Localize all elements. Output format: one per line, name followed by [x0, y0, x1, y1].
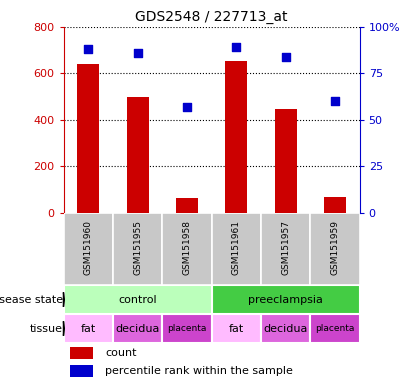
Bar	[162, 213, 212, 285]
Bar	[113, 314, 162, 343]
Point	[282, 53, 289, 60]
Text: placenta: placenta	[315, 324, 355, 333]
Text: disease state: disease state	[0, 295, 63, 305]
Text: fat: fat	[229, 323, 244, 334]
Text: preeclampsia: preeclampsia	[248, 295, 323, 305]
Bar	[176, 198, 198, 213]
Bar	[212, 314, 261, 343]
Bar	[310, 213, 360, 285]
Text: GSM151959: GSM151959	[330, 220, 339, 275]
Text: count: count	[105, 348, 136, 358]
Text: control: control	[118, 295, 157, 305]
Point	[134, 50, 141, 56]
Bar	[275, 109, 297, 213]
Point	[332, 98, 338, 104]
Title: GDS2548 / 227713_at: GDS2548 / 227713_at	[135, 10, 288, 25]
Bar	[127, 97, 149, 213]
Bar	[64, 213, 113, 285]
Bar	[261, 213, 310, 285]
Bar	[162, 314, 212, 343]
Bar	[64, 314, 113, 343]
Text: GSM151958: GSM151958	[182, 220, 192, 275]
Bar	[261, 314, 310, 343]
Text: decidua: decidua	[115, 323, 160, 334]
Text: GSM151960: GSM151960	[84, 220, 93, 275]
Text: GSM151961: GSM151961	[232, 220, 241, 275]
Bar	[69, 365, 93, 377]
Bar	[225, 61, 247, 213]
Bar	[324, 197, 346, 213]
Bar	[69, 347, 93, 359]
Point	[233, 44, 240, 50]
Text: GSM151957: GSM151957	[281, 220, 290, 275]
Point	[184, 104, 190, 110]
Bar	[212, 213, 261, 285]
Text: tissue: tissue	[30, 323, 63, 334]
Text: fat: fat	[81, 323, 96, 334]
Text: placenta: placenta	[167, 324, 207, 333]
Text: GSM151955: GSM151955	[133, 220, 142, 275]
Bar	[64, 285, 212, 314]
Point	[85, 46, 92, 52]
Polygon shape	[63, 292, 64, 307]
Text: percentile rank within the sample: percentile rank within the sample	[105, 366, 293, 376]
Bar	[212, 285, 360, 314]
Bar	[113, 213, 162, 285]
Text: decidua: decidua	[263, 323, 308, 334]
Polygon shape	[63, 321, 64, 336]
Bar	[310, 314, 360, 343]
Bar	[77, 64, 99, 213]
